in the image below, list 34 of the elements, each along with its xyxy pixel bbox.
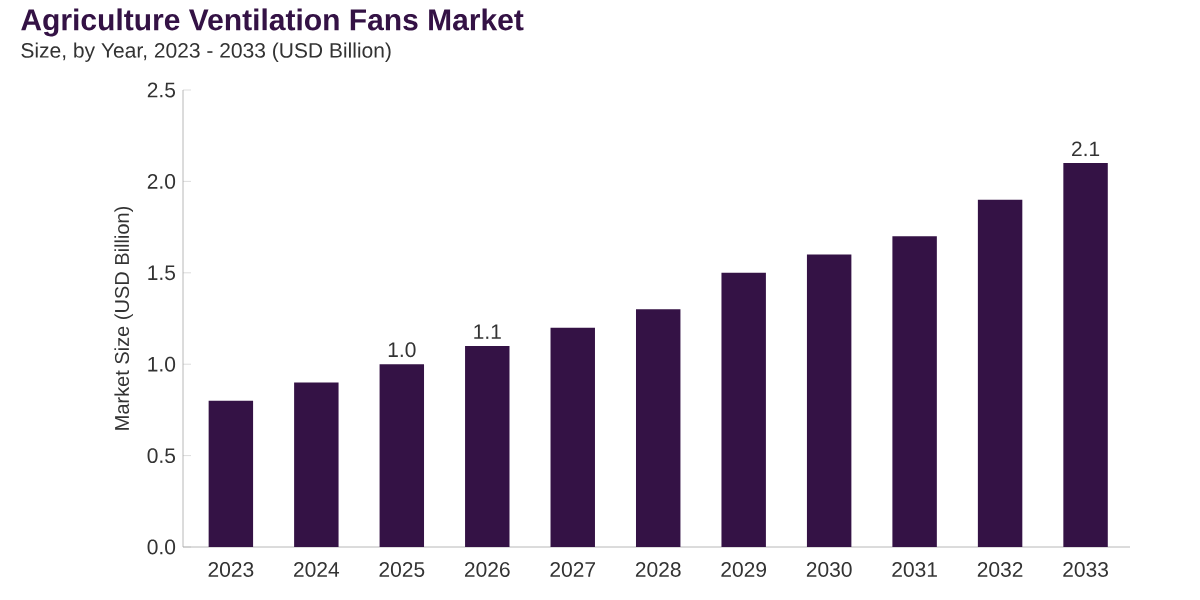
bar xyxy=(294,382,339,547)
y-tick-label: 1.5 xyxy=(148,265,176,281)
y-axis-title: Market Size (USD Billion) xyxy=(114,206,134,430)
y-tick-label: 1.0 xyxy=(148,356,176,372)
bar xyxy=(892,236,937,547)
y-tick-label: 2.0 xyxy=(147,173,176,189)
y-tick-label: 0.5 xyxy=(147,448,176,464)
bar xyxy=(721,272,766,547)
data-label: 1.1 xyxy=(474,324,501,339)
y-tick-label: 0.0 xyxy=(147,539,176,555)
x-tick-label: 2028 xyxy=(635,562,681,577)
y-tick-label: 2.5 xyxy=(147,82,176,98)
data-label: 2.1 xyxy=(1072,141,1100,157)
x-tick-label: 2024 xyxy=(294,562,340,577)
x-tick-label: 2025 xyxy=(379,562,425,577)
bar xyxy=(635,309,681,547)
x-tick-label: 2032 xyxy=(977,562,1023,577)
x-tick-label: 2029 xyxy=(721,562,767,577)
bar xyxy=(806,254,852,547)
x-tick-label: 2030 xyxy=(806,562,852,577)
x-tick-label: 2026 xyxy=(464,562,510,577)
bar xyxy=(465,345,510,547)
bar xyxy=(977,199,1023,547)
chart-title: Agriculture Ventilation Fans Market xyxy=(21,8,524,37)
bar xyxy=(1063,163,1108,547)
bar xyxy=(208,400,254,547)
x-tick-label: 2027 xyxy=(550,562,596,577)
x-tick-label: 2031 xyxy=(892,562,937,577)
x-tick-label: 2033 xyxy=(1063,562,1108,577)
x-tick-label: 2023 xyxy=(208,562,254,577)
data-label: 1.0 xyxy=(388,342,416,358)
chart-subtitle: Size, by Year, 2023 - 2033 (USD Billion) xyxy=(21,42,391,62)
bar xyxy=(550,327,595,547)
bar xyxy=(379,364,425,547)
